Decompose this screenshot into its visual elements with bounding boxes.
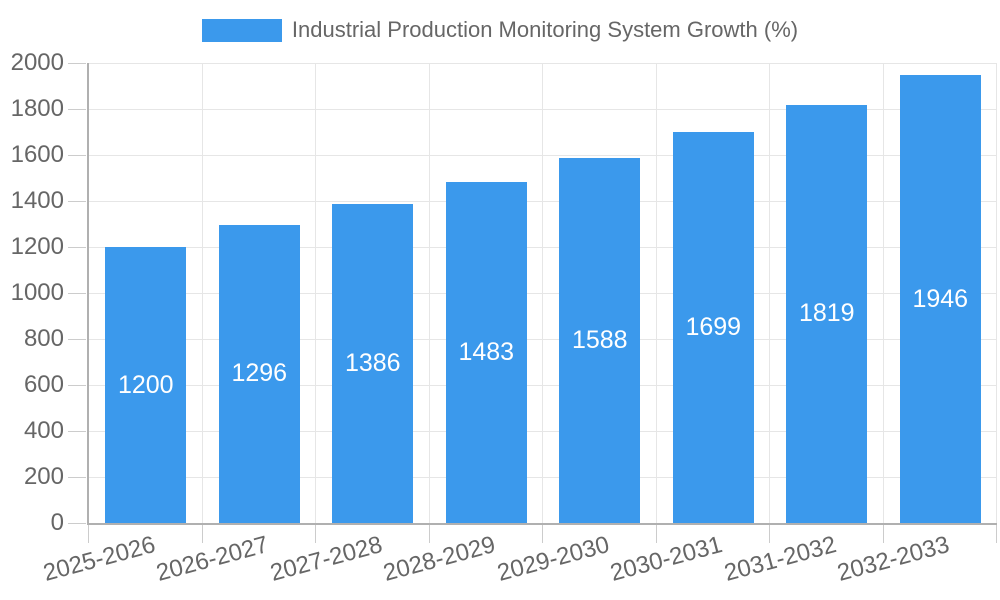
bar-value-label: 1386 [344, 349, 401, 378]
x-tick-mark [542, 525, 543, 543]
legend-swatch [201, 18, 282, 42]
bar-value-label: 1588 [571, 325, 628, 354]
y-tick-mark [68, 155, 86, 156]
bar: 1588 [559, 157, 641, 523]
gridline-horizontal [89, 201, 997, 202]
gridline-horizontal [89, 109, 997, 110]
y-axis-tick-label: 0 [50, 509, 64, 536]
bar-value-label: 1946 [912, 284, 969, 313]
y-tick-mark [68, 431, 86, 432]
gridline-horizontal [89, 293, 997, 294]
y-tick-mark [68, 385, 86, 386]
x-tick-mark [996, 525, 997, 543]
gridline-vertical [882, 63, 884, 523]
y-axis-tick-label: 800 [23, 325, 64, 352]
bar-value-label: 1296 [231, 359, 288, 388]
x-axis-tick-label: 2030-2031 [607, 531, 726, 587]
y-axis-tick-label: 1600 [10, 141, 64, 168]
y-axis-tick-label: 1400 [10, 187, 64, 214]
bar-value-label: 1819 [798, 299, 855, 328]
x-axis-tick-label: 2031-2032 [721, 531, 840, 587]
gridline-horizontal [89, 247, 997, 248]
gridline-horizontal [89, 385, 997, 386]
gridline-vertical [428, 63, 430, 523]
bar: 1296 [218, 224, 300, 523]
y-tick-mark [68, 339, 86, 340]
bar: 1200 [105, 247, 187, 523]
gridline-horizontal [89, 155, 997, 156]
y-tick-mark [68, 63, 86, 64]
legend[interactable]: Industrial Production Monitoring System … [0, 18, 1000, 42]
bar-value-label: 1483 [458, 337, 515, 366]
x-axis-tick-label: 2027-2028 [267, 531, 386, 587]
x-tick-mark [655, 525, 657, 543]
gridline-vertical [769, 63, 770, 523]
legend-label: Industrial Production Monitoring System … [291, 17, 799, 42]
y-axis-line [87, 63, 89, 523]
x-axis-tick-label: 2032-2033 [834, 531, 953, 587]
y-axis-tick-label: 1200 [10, 233, 64, 260]
x-axis-tick-label: 2026-2027 [153, 531, 272, 587]
x-axis-tick-label: 2028-2029 [380, 531, 499, 587]
x-tick-mark [882, 525, 884, 543]
y-axis-tick-label: 200 [23, 463, 64, 490]
bar: 1699 [672, 132, 754, 523]
y-axis-tick-label: 2000 [10, 49, 64, 76]
y-tick-mark [68, 293, 86, 294]
gridline-horizontal [89, 339, 997, 340]
gridline-vertical [201, 63, 203, 523]
bar-value-label: 1200 [117, 370, 174, 399]
y-axis-tick-label: 600 [23, 371, 64, 398]
bar-value-label: 1699 [685, 313, 742, 342]
y-tick-mark [68, 109, 86, 110]
gridline-horizontal [89, 431, 997, 432]
gridline-horizontal [89, 63, 997, 64]
x-tick-mark [201, 525, 203, 543]
y-tick-mark [68, 477, 86, 478]
y-axis-tick-label: 400 [23, 417, 64, 444]
bar: 1483 [445, 181, 527, 523]
x-tick-mark [428, 525, 430, 543]
gridline-horizontal [89, 477, 997, 478]
y-tick-mark [68, 247, 86, 248]
x-tick-mark [88, 525, 89, 543]
gridline-vertical [315, 63, 316, 523]
x-axis-tick-label: 2029-2030 [494, 531, 613, 587]
x-axis-tick-label: 2025-2026 [40, 531, 159, 587]
y-axis-tick-label: 1800 [10, 95, 64, 122]
x-axis-line [87, 523, 997, 525]
gridline-vertical [655, 63, 657, 523]
bar: 1819 [786, 104, 868, 523]
y-tick-mark [68, 201, 86, 202]
y-tick-mark [68, 523, 86, 524]
gridline-vertical [996, 63, 997, 523]
plot-area: 1200 1296 1386 1483 1588 1699 1819 1946 [87, 63, 997, 525]
y-axis-tick-label: 1000 [10, 279, 64, 306]
x-tick-mark [315, 525, 316, 543]
bar: 1386 [332, 204, 414, 523]
bar: 1946 [899, 75, 981, 523]
x-tick-mark [769, 525, 770, 543]
gridline-vertical [542, 63, 543, 523]
